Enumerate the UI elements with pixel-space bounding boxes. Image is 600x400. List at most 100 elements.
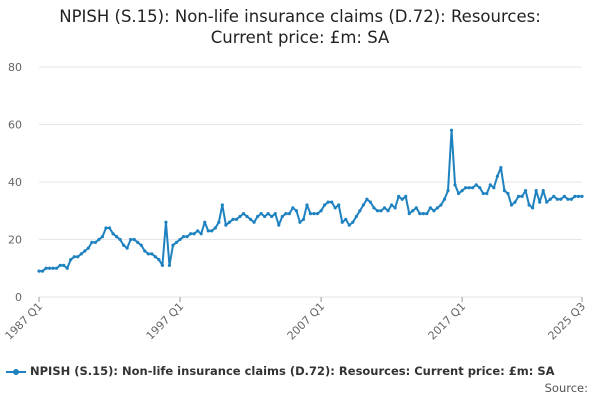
data-point	[442, 197, 447, 201]
data-point	[534, 189, 538, 193]
data-point	[252, 220, 256, 224]
data-point	[220, 203, 224, 207]
data-point	[118, 237, 122, 242]
data-point	[333, 206, 337, 210]
data-point	[298, 220, 302, 224]
data-point	[368, 200, 373, 204]
data-point	[460, 189, 464, 193]
data-point	[354, 214, 358, 219]
data-point	[548, 197, 552, 201]
legend-series-label: NPISH (S.15): Non-life insurance claims …	[30, 364, 555, 378]
data-point	[114, 235, 119, 239]
x-tick-label: 1987 Q1	[3, 300, 46, 343]
line-chart: 0 20 40 60 80 1987 Q1 1997 Q1 2007 Q1 2017 Q1 20…	[3, 61, 589, 343]
data-point	[83, 249, 87, 253]
data-point	[231, 217, 235, 221]
data-point	[86, 246, 90, 250]
data-point	[280, 214, 284, 219]
data-point	[407, 212, 411, 216]
x-tick-label: 2025 Q3	[546, 300, 589, 343]
data-point	[227, 220, 231, 224]
data-point	[464, 186, 468, 190]
data-point	[241, 212, 246, 216]
data-point	[238, 214, 242, 219]
data-point	[284, 212, 288, 216]
data-point	[573, 194, 577, 198]
data-point	[456, 191, 461, 196]
data-point	[418, 212, 422, 216]
data-point	[129, 237, 133, 242]
data-point	[481, 191, 485, 196]
data-point	[516, 194, 521, 198]
data-point	[58, 263, 62, 267]
data-point	[192, 232, 196, 236]
data-point	[181, 235, 186, 239]
data-point	[439, 203, 443, 207]
data-point	[358, 209, 362, 213]
data-point	[347, 223, 351, 227]
data-point	[164, 220, 168, 224]
chart-title-line-2: Current price: £m: SA	[210, 28, 390, 47]
data-point	[351, 220, 355, 224]
data-point	[65, 266, 69, 270]
data-point	[414, 206, 418, 210]
data-point	[319, 209, 323, 213]
data-point	[143, 249, 147, 253]
data-point	[449, 128, 454, 132]
data-point	[382, 206, 387, 210]
data-point	[375, 209, 380, 213]
data-point	[256, 214, 260, 219]
data-point	[552, 194, 556, 198]
data-point	[277, 223, 281, 227]
data-point	[270, 214, 274, 219]
data-point	[93, 240, 98, 244]
data-point	[531, 206, 535, 210]
data-point	[425, 212, 429, 216]
data-point	[404, 194, 408, 198]
data-point	[62, 263, 66, 267]
y-tick-label-40: 40	[8, 176, 22, 189]
data-point	[234, 217, 239, 221]
data-point	[107, 226, 112, 230]
data-point	[474, 183, 478, 187]
data-point	[111, 232, 115, 236]
data-point	[435, 206, 440, 210]
data-point	[428, 206, 432, 210]
data-point	[344, 217, 348, 221]
data-point	[340, 220, 344, 224]
data-point	[160, 263, 165, 267]
data-point	[330, 200, 334, 204]
x-tick-label: 2007 Q1	[285, 300, 328, 343]
data-point	[337, 203, 341, 207]
data-point	[217, 220, 221, 224]
data-point	[248, 217, 253, 221]
y-tick-label-60: 60	[8, 119, 22, 132]
series-line	[39, 129, 582, 273]
data-point	[361, 203, 365, 207]
data-point	[72, 255, 76, 259]
data-point	[523, 189, 528, 193]
data-point	[153, 255, 157, 259]
x-tick-label: 2017 Q1	[426, 300, 469, 343]
data-point	[411, 209, 415, 213]
data-point	[390, 203, 394, 207]
chart-title: NPISH (S.15): Non-life insurance claims …	[0, 6, 600, 48]
data-point	[379, 209, 383, 213]
source-label: Source:	[544, 381, 588, 395]
data-point	[273, 212, 277, 216]
data-point	[40, 269, 45, 273]
data-point	[432, 209, 436, 213]
data-point	[527, 203, 531, 207]
data-point	[291, 206, 295, 210]
data-point	[538, 200, 542, 204]
data-point	[386, 209, 390, 213]
data-point	[245, 214, 249, 219]
data-point	[499, 166, 503, 170]
data-point	[485, 191, 489, 196]
data-point	[100, 235, 105, 239]
series-layer	[37, 128, 584, 273]
legend-series-swatch	[6, 367, 26, 377]
data-point	[541, 189, 545, 193]
legend[interactable]: NPISH (S.15): Non-life insurance claims …	[6, 364, 596, 378]
data-point	[69, 258, 73, 262]
